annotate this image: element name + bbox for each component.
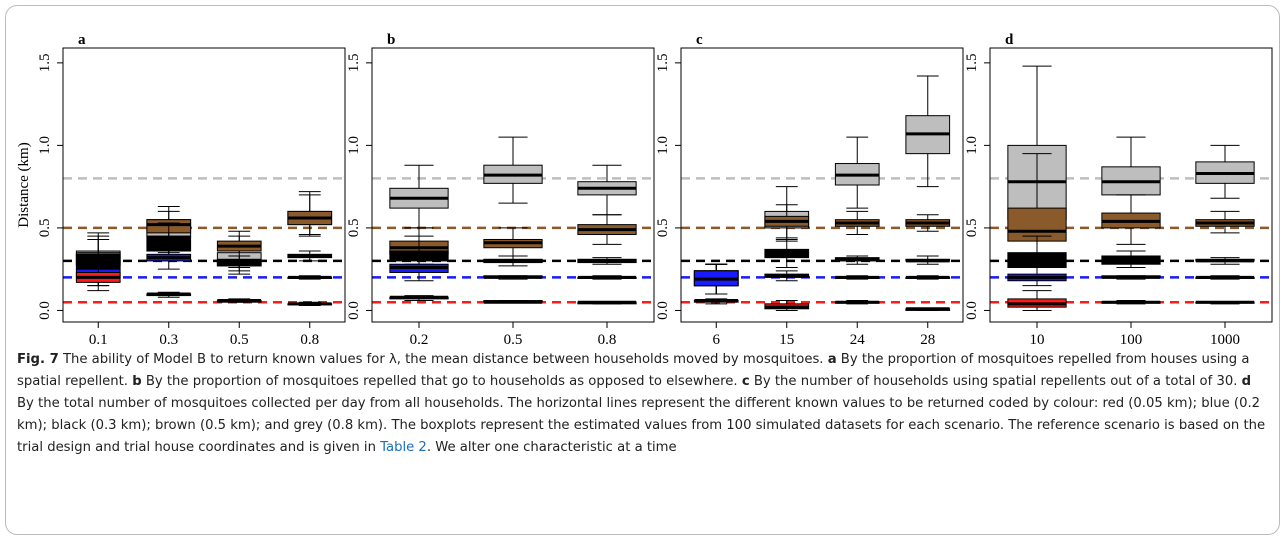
x-tick-label: 0.5 xyxy=(504,332,523,345)
y-tick-label: 0.0 xyxy=(964,301,980,320)
x-tick-label: 100 xyxy=(1120,332,1143,345)
x-tick-label: 0.3 xyxy=(159,332,178,345)
plot-frame xyxy=(62,47,346,323)
y-axis-label: Distance (km) xyxy=(16,142,32,227)
x-tick-label: 10 xyxy=(1030,332,1045,345)
caption-text: By the proportion of mosquitoes repelled… xyxy=(17,352,1250,389)
y-tick-label: 0.0 xyxy=(346,301,362,320)
y-tick-label: 1.5 xyxy=(346,53,362,72)
y-tick-label: 0.5 xyxy=(37,219,53,238)
panel-ref: b xyxy=(132,374,142,389)
panel-ref: c xyxy=(741,374,750,389)
x-tick-label: 1000 xyxy=(1210,332,1240,345)
x-tick-label: 15 xyxy=(779,332,794,345)
caption-text: The ability of Model B to return known v… xyxy=(58,352,828,367)
y-tick-label: 0.5 xyxy=(346,219,362,238)
y-tick-label: 1.5 xyxy=(655,53,671,72)
panel-label: c xyxy=(696,32,703,48)
caption-text: By the number of households using spatia… xyxy=(749,374,1242,389)
table-link[interactable]: Table 2 xyxy=(380,440,427,455)
y-tick-label: 1.5 xyxy=(964,53,980,72)
x-tick-label: 24 xyxy=(850,332,866,345)
x-tick-label: 0.8 xyxy=(300,332,319,345)
panel-ref: a xyxy=(827,352,837,367)
panel: d0.00.51.01.5101001000Num Mosquitoes col… xyxy=(964,32,1273,345)
x-tick-label: 0.8 xyxy=(598,332,617,345)
caption-text: . We alter one characteristic at a time xyxy=(426,440,677,455)
caption: Fig. 7 The ability of Model B to return … xyxy=(17,349,1267,459)
panel-label: b xyxy=(387,32,395,48)
x-tick-label: 0.2 xyxy=(410,332,429,345)
y-tick-label: 0.0 xyxy=(37,301,53,320)
y-tick-label: 0.0 xyxy=(655,301,671,320)
panel-label: d xyxy=(1005,32,1014,48)
plot-frame xyxy=(680,47,964,323)
charts: a0.00.51.01.50.10.30.50.8Proportion repe… xyxy=(16,32,1273,345)
y-tick-label: 1.0 xyxy=(655,136,671,155)
y-tick-label: 0.5 xyxy=(964,219,980,238)
y-tick-label: 0.5 xyxy=(655,219,671,238)
figure-frame xyxy=(5,5,1280,535)
panel: b0.00.51.01.50.20.50.8Proportion going t… xyxy=(346,32,655,345)
y-tick-label: 1.0 xyxy=(964,136,980,155)
caption-text: By the proportion of mosquitoes repelled… xyxy=(141,374,742,389)
y-tick-label: 1.0 xyxy=(37,136,53,155)
panel: a0.00.51.01.50.10.30.50.8Proportion repe… xyxy=(16,32,346,345)
figure-label: Fig. 7 xyxy=(17,352,59,367)
panel: c0.00.51.01.56152428Num Houses with Repe… xyxy=(655,32,964,345)
panel-ref: d xyxy=(1241,374,1252,389)
x-tick-label: 6 xyxy=(713,332,721,345)
y-tick-label: 1.0 xyxy=(346,136,362,155)
x-tick-label: 28 xyxy=(920,332,935,345)
x-tick-label: 0.1 xyxy=(89,332,108,345)
panel-label: a xyxy=(78,32,86,48)
y-tick-label: 1.5 xyxy=(37,53,53,72)
x-tick-label: 0.5 xyxy=(230,332,249,345)
caption-text: By the total number of mosquitoes collec… xyxy=(17,396,1266,455)
